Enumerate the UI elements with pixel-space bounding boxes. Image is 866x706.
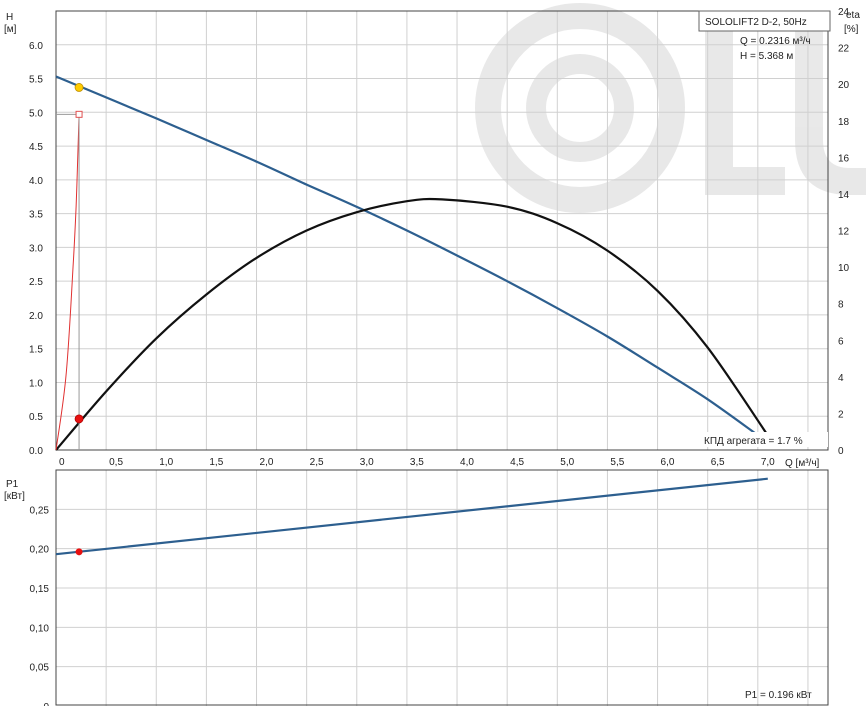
- right-y-tick-label: 10: [838, 263, 850, 274]
- bottom-chart-grid: [56, 470, 828, 706]
- x-tick-label: 2,5: [310, 457, 324, 468]
- right-y-tick-label: 4: [838, 373, 844, 384]
- left-y-tick-label: 4.5: [29, 142, 43, 153]
- efficiency-readout: КПД агрегата = 1.7 %: [704, 436, 803, 447]
- tick-labels: 0 0,5 1,0 1,5 2,0 2,5 3,0 3,5 4,0 4,5 5,0 5,5 6,0 6,5…: [29, 7, 850, 706]
- q-readout: Q = 0.2316 м³/ч: [740, 36, 811, 47]
- bottom-y-tick-label: 0: [43, 702, 49, 706]
- system-curve: [55, 114, 80, 451]
- x-tick-label: 0,5: [109, 457, 123, 468]
- efficiency-bg: [700, 432, 828, 447]
- x-tick-label: 5,0: [560, 457, 574, 468]
- duty-point-power-marker: [75, 548, 83, 556]
- chart-frames: [55, 10, 829, 706]
- x-axis-label: Q [м³/ч]: [785, 458, 820, 469]
- x-tick-label: 6,5: [711, 457, 725, 468]
- x-tick-label: 1,0: [159, 457, 173, 468]
- watermark-logo: [475, 3, 866, 213]
- curves: [55, 75, 769, 556]
- right-y-tick-label: 2: [838, 409, 844, 420]
- left-axis-unit: [м]: [4, 24, 17, 35]
- markers: [56, 83, 84, 556]
- top-chart-frame: [55, 10, 829, 451]
- left-y-tick-label: 1.5: [29, 345, 43, 356]
- right-y-tick-label: 12: [838, 227, 850, 238]
- left-y-tick-label: 3.5: [29, 210, 43, 221]
- x-tick-label: 6,0: [661, 457, 675, 468]
- left-y-tick-label: 0.5: [29, 412, 43, 423]
- x-tick-label: 2,0: [260, 457, 274, 468]
- left-y-tick-label: 2.5: [29, 277, 43, 288]
- left-axis-label: H: [6, 12, 13, 23]
- right-y-tick-label: 22: [838, 44, 850, 55]
- head-curve: [55, 75, 759, 436]
- bottom-chart-frame: [55, 469, 829, 706]
- x-tick-label: 3,0: [360, 457, 374, 468]
- system-curve-end-marker: [75, 110, 83, 118]
- x-tick-label: 5,5: [610, 457, 624, 468]
- right-y-tick-label: 20: [838, 80, 850, 91]
- title-box: [698, 10, 831, 32]
- x-tick-label: 1,5: [209, 457, 223, 468]
- left-y-tick-label: 2.0: [29, 311, 43, 322]
- chart-title: SOLOLIFT2 D-2, 50Hz: [705, 17, 807, 28]
- x-tick-label: 0: [59, 457, 65, 468]
- right-y-tick-label: 14: [838, 190, 850, 201]
- x-tick-label: 7,0: [761, 457, 775, 468]
- left-y-tick-label: 5.0: [29, 108, 43, 119]
- right-axis-label: eta: [846, 10, 860, 21]
- left-y-tick-label: 3.0: [29, 243, 43, 254]
- bottom-y-tick-label: 0,15: [30, 584, 50, 595]
- left-y-tick-label: 0.0: [29, 446, 43, 457]
- power-curve: [55, 477, 768, 556]
- right-y-tick-label: 16: [838, 153, 850, 164]
- bottom-y-tick-label: 0,20: [30, 545, 50, 556]
- x-tick-label: 4,0: [460, 457, 474, 468]
- x-tick-label: 4,5: [510, 457, 524, 468]
- right-y-tick-label: 18: [838, 117, 850, 128]
- x-tick-label: 3,5: [410, 457, 424, 468]
- left-y-tick-label: 4.0: [29, 176, 43, 187]
- right-axis-unit: [%]: [844, 24, 859, 35]
- duty-point-head-marker: [74, 83, 84, 92]
- efficiency-curve: [55, 197, 769, 451]
- bottom-y-tick-label: 0,10: [30, 623, 50, 634]
- duty-point-efficiency-marker: [74, 414, 84, 424]
- p1-readout: P1 = 0.196 кВт: [745, 690, 812, 701]
- left-y-tick-label: 5.5: [29, 75, 43, 86]
- bottom-axis-unit: [кВт]: [4, 491, 25, 502]
- left-y-tick-label: 1.0: [29, 378, 43, 389]
- h-readout: H = 5.368 м: [740, 51, 793, 62]
- bottom-y-tick-label: 0,25: [30, 505, 50, 516]
- right-y-tick-label: 0: [838, 446, 844, 457]
- bottom-axis-label: P1: [6, 479, 19, 490]
- bottom-y-tick-label: 0,05: [30, 663, 50, 674]
- right-y-tick-label: 8: [838, 300, 844, 311]
- right-y-tick-label: 24: [838, 7, 850, 18]
- left-y-tick-label: 6.0: [29, 41, 43, 52]
- right-y-tick-label: 6: [838, 336, 844, 347]
